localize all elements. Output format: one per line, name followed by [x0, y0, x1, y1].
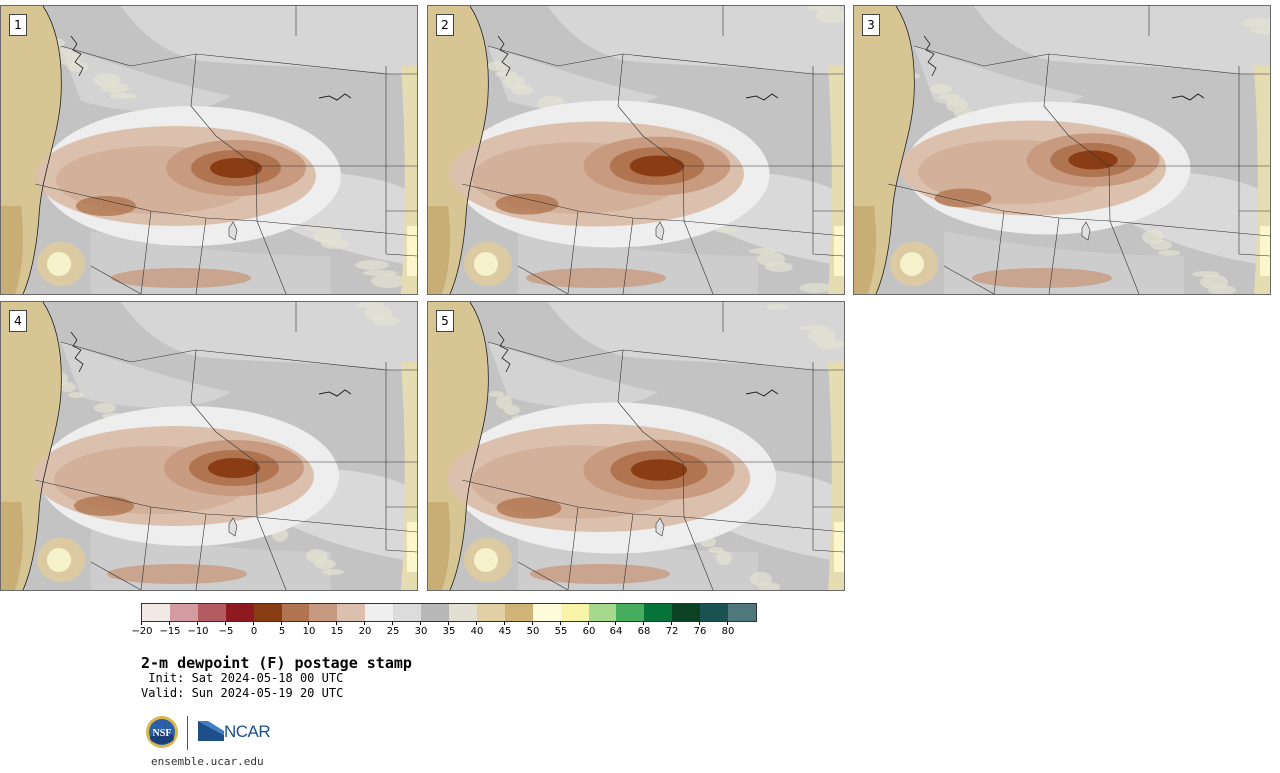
colorbar-bin — [588, 604, 617, 621]
colorbar-bin — [672, 604, 701, 621]
dewpoint-map-3 — [854, 6, 1270, 294]
site-url: ensemble.ucar.edu — [151, 755, 264, 768]
colorbar-tick — [588, 621, 589, 625]
colorbar-tick-label: 80 — [721, 626, 735, 637]
colorbar-tick-label: −10 — [187, 626, 209, 637]
colorbar-tick — [392, 621, 393, 625]
colorbar-bin — [616, 604, 645, 621]
nsf-logo: NSF — [146, 716, 178, 748]
dewpoint-map-4 — [1, 302, 417, 590]
colorbar-tick — [364, 621, 365, 625]
colorbar-tick-label: −5 — [218, 626, 234, 637]
logo-divider — [187, 716, 188, 750]
ensemble-member-panel-5: 5 — [427, 301, 845, 591]
member-label-5: 5 — [436, 310, 454, 332]
colorbar-tick-label: 55 — [554, 626, 568, 637]
colorbar-tick-label: 15 — [330, 626, 344, 637]
colorbar-tick-labels: −20 −15 −10 −5 0 5 10 15 20 25 30 35 40 45 50 55 60 64 68 7… — [131, 621, 757, 641]
colorbar-bin — [644, 604, 673, 621]
valid-time: Valid: Sun 2024-05-19 20 UTC — [141, 686, 344, 700]
dewpoint-map-5 — [428, 302, 844, 590]
colorbar-tick-label: 25 — [386, 626, 400, 637]
colorbar-bin — [197, 604, 226, 621]
colorbar-bin — [421, 604, 449, 621]
colorbar-bin — [393, 604, 422, 621]
colorbar-bin — [142, 604, 170, 621]
colorbar-tick — [336, 621, 337, 625]
colorbar-bin — [560, 604, 589, 621]
colorbar-tick — [643, 621, 644, 625]
colorbar-tick — [560, 621, 561, 625]
figure-title: 2-m dewpoint (F) postage stamp — [141, 654, 412, 672]
colorbar-bin — [728, 604, 756, 621]
colorbar-tick-label: 72 — [665, 626, 679, 637]
colorbar-tick-label: 10 — [302, 626, 316, 637]
colorbar-tick — [671, 621, 672, 625]
colorbar-bin — [169, 604, 198, 621]
colorbar-tick — [253, 621, 254, 625]
colorbar-tick — [727, 621, 728, 625]
colorbar-tick — [225, 621, 226, 625]
ensemble-member-panel-3: 3 — [853, 5, 1271, 295]
colorbar-tick-label: 0 — [250, 626, 258, 637]
colorbar-bin — [532, 604, 561, 621]
ncar-logo-text: NCAR — [224, 722, 271, 741]
colorbar-tick — [141, 621, 142, 625]
colorbar-tick-label: 35 — [442, 626, 456, 637]
colorbar-tick — [308, 621, 309, 625]
colorbar-tick — [169, 621, 170, 625]
colorbar-tick-label: 40 — [470, 626, 484, 637]
colorbar-tick — [615, 621, 616, 625]
colorbar-tick-label: −15 — [159, 626, 181, 637]
colorbar-tick-label: 68 — [637, 626, 651, 637]
colorbar-bin — [225, 604, 254, 621]
colorbar-tick-label: 20 — [358, 626, 372, 637]
colorbar-bin — [253, 604, 282, 621]
member-label-1: 1 — [9, 14, 27, 36]
ensemble-member-panel-1: 1 — [0, 5, 418, 295]
colorbar-tick-label: 5 — [278, 626, 286, 637]
colorbar-tick — [197, 621, 198, 625]
member-label-2: 2 — [436, 14, 454, 36]
colorbar-tick-label: 45 — [498, 626, 512, 637]
colorbar-bin — [365, 604, 394, 621]
colorbar-tick — [699, 621, 700, 625]
ensemble-member-panel-2: 2 — [427, 5, 845, 295]
member-label-3: 3 — [862, 14, 880, 36]
dewpoint-map-2 — [428, 6, 844, 294]
colorbar-bin — [504, 604, 533, 621]
colorbar-tick-label: 60 — [582, 626, 596, 637]
colorbar-tick — [532, 621, 533, 625]
colorbar-bin — [700, 604, 729, 621]
dewpoint-map-1 — [1, 6, 417, 294]
colorbar-tick-label: 64 — [609, 626, 623, 637]
nsf-logo-text: NSF — [153, 728, 172, 739]
colorbar-tick — [504, 621, 505, 625]
ncar-mark-icon — [198, 721, 224, 741]
colorbar-bin — [448, 604, 477, 621]
colorbar-bin — [309, 604, 338, 621]
colorbar-bin — [337, 604, 366, 621]
colorbar-tick — [448, 621, 449, 625]
colorbar-tick — [281, 621, 282, 625]
colorbar-bin — [476, 604, 505, 621]
colorbar-bin — [281, 604, 310, 621]
colorbar-tick-label: 50 — [526, 626, 540, 637]
ensemble-member-panel-4: 4 — [0, 301, 418, 591]
dewpoint-colorbar — [141, 603, 757, 622]
colorbar-tick-label: 76 — [693, 626, 707, 637]
member-label-4: 4 — [9, 310, 27, 332]
colorbar-tick — [420, 621, 421, 625]
colorbar-tick-label: −20 — [131, 626, 153, 637]
colorbar-tick — [476, 621, 477, 625]
init-time: Init: Sat 2024-05-18 00 UTC — [141, 671, 344, 685]
colorbar-tick-label: 30 — [414, 626, 428, 637]
